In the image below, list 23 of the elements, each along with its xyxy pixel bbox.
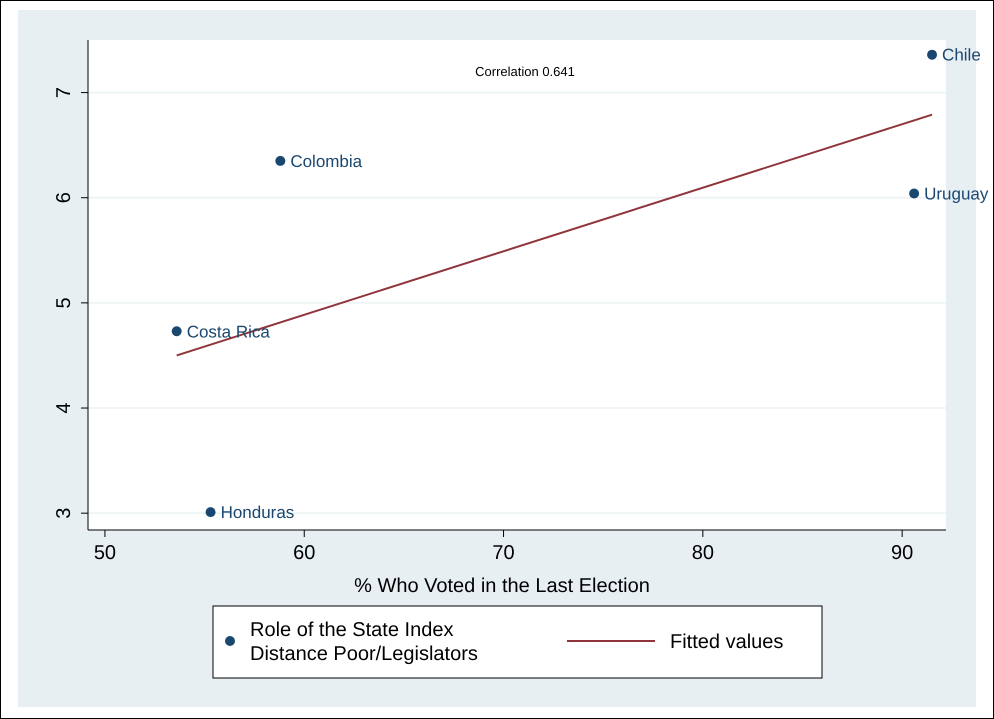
point (275, 156, 286, 166)
y-tick-label: 6 (53, 192, 75, 204)
point (172, 326, 182, 336)
annotation: Uruguay (924, 184, 989, 204)
x-axis-title: % Who Voted in the Last Election (354, 575, 650, 597)
point (927, 50, 938, 60)
y-tick-label: 7 (53, 87, 75, 98)
x-tick-label: 80 (692, 542, 714, 564)
y-tick-label: 3 (53, 508, 75, 519)
annotation: Chile (942, 46, 981, 65)
point (909, 188, 920, 199)
x-tick-label: 60 (293, 542, 316, 564)
point (206, 507, 216, 518)
legend-label: Fitted values (670, 631, 784, 653)
x-tick-label: 90 (891, 542, 914, 564)
x-tick-label: 70 (492, 542, 515, 564)
annotation: Correlation 0.641 (475, 64, 575, 79)
annotation: Colombia (290, 152, 363, 171)
legend-label: Role of the State Index Distance Poor/Legislators (250, 619, 478, 665)
y-tick-label: 5 (53, 297, 75, 308)
annotation: Honduras (220, 503, 294, 522)
y-tick-label: 4 (53, 402, 75, 414)
x-tick-label: 50 (94, 542, 116, 564)
